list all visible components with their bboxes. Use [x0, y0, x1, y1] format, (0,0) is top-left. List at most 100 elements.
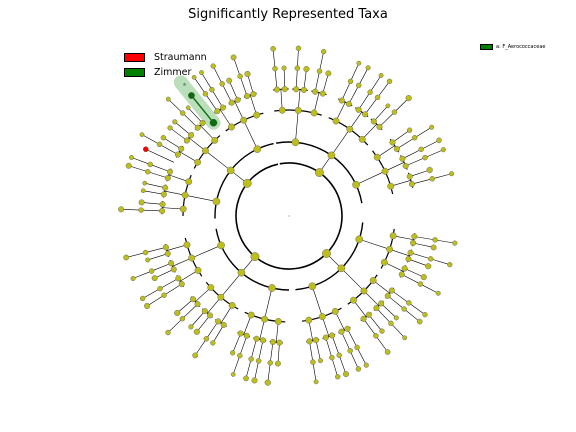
taxon-node — [140, 188, 146, 194]
taxon-node — [194, 267, 202, 274]
taxon-key-swatch — [480, 44, 493, 50]
branch — [350, 63, 360, 82]
taxon-node — [332, 117, 340, 125]
taxon-node — [230, 54, 237, 61]
taxon-node — [175, 275, 182, 282]
branch — [295, 68, 298, 90]
legend-label-straumann: Straumann — [154, 52, 207, 63]
branch — [390, 323, 405, 339]
clade-arc — [175, 145, 184, 158]
branch — [145, 247, 167, 253]
branch — [309, 341, 314, 363]
branch — [196, 315, 211, 332]
node-zimmer-aerococcaceae — [209, 118, 218, 127]
taxon-node — [244, 70, 251, 77]
taxon-node — [178, 145, 185, 152]
taxon-node — [179, 205, 187, 213]
taxon-node — [300, 86, 307, 93]
taxon-node — [310, 109, 318, 117]
branch — [331, 128, 351, 156]
branch — [311, 286, 323, 317]
taxon-node — [159, 201, 166, 208]
taxon-node — [242, 178, 252, 188]
taxon-node — [181, 191, 189, 199]
branch — [402, 149, 422, 160]
taxon-node — [322, 334, 329, 341]
taxon-node — [373, 153, 381, 161]
taxon-node — [267, 360, 273, 366]
branch — [174, 121, 192, 136]
taxon-node — [407, 249, 414, 256]
branch — [126, 252, 146, 258]
taxon-node — [138, 207, 144, 213]
taxon-node — [355, 106, 362, 113]
taxon-node — [346, 125, 354, 133]
taxon-node — [207, 284, 215, 291]
legend: Straumann Zimmer — [124, 50, 207, 80]
taxon-node — [405, 256, 412, 263]
branch — [355, 170, 386, 185]
branch — [162, 207, 184, 210]
taxon-node — [118, 206, 125, 213]
branch — [121, 208, 142, 211]
clade-arc — [166, 168, 172, 182]
taxon-node — [312, 88, 319, 95]
taxon-node — [201, 308, 208, 315]
taxon-node — [144, 302, 151, 309]
branch — [277, 342, 280, 364]
branch — [409, 169, 430, 177]
taxon-node — [251, 377, 258, 384]
taxon-node — [210, 340, 216, 346]
branch — [315, 340, 321, 361]
legend-swatch-zimmer — [124, 68, 145, 77]
taxon-node — [317, 358, 323, 364]
branch — [338, 355, 347, 375]
taxon-node — [378, 300, 385, 307]
branch — [201, 72, 213, 90]
branch — [274, 68, 278, 90]
branch — [143, 190, 164, 195]
branch — [207, 297, 222, 314]
taxon-node — [226, 166, 235, 175]
branch — [177, 299, 194, 314]
taxon-node — [420, 274, 427, 281]
taxon-node — [220, 321, 227, 328]
taxon-node — [193, 328, 200, 335]
taxon-key: a: F_Aerococcaceae — [480, 44, 545, 50]
branch — [132, 270, 152, 279]
taxon-node — [418, 146, 424, 153]
taxon-node — [172, 119, 178, 125]
highlight-label: a — [183, 81, 186, 86]
clade-arc — [407, 172, 414, 188]
chart-title: Significantly Represented Taxa — [188, 7, 388, 22]
clade-arc — [411, 233, 416, 247]
taxon-node — [355, 235, 364, 244]
taxon-node — [174, 309, 181, 317]
taxon-node — [406, 173, 413, 180]
taxon-node — [416, 318, 423, 325]
taxon-node — [338, 97, 345, 104]
taxon-node — [388, 320, 394, 327]
taxon-node — [160, 135, 167, 141]
taxon-node — [194, 124, 201, 131]
branch — [141, 134, 160, 145]
taxon-node — [157, 285, 163, 292]
taxon-node — [365, 65, 371, 71]
node-zimmer-aerococcaceae — [188, 92, 195, 99]
branch — [145, 148, 175, 163]
branch — [188, 137, 206, 151]
branch — [430, 258, 450, 265]
clade-arc — [360, 312, 372, 322]
branch — [228, 80, 238, 100]
taxon-node — [294, 107, 302, 114]
branch — [243, 120, 258, 150]
branch — [194, 338, 207, 356]
branch — [325, 337, 333, 358]
clade-arc — [406, 249, 412, 263]
branch — [379, 111, 395, 128]
taxon-node — [388, 287, 395, 294]
branch — [199, 125, 215, 141]
clade-arc — [306, 338, 320, 343]
branch — [150, 164, 171, 173]
branch — [359, 238, 390, 250]
